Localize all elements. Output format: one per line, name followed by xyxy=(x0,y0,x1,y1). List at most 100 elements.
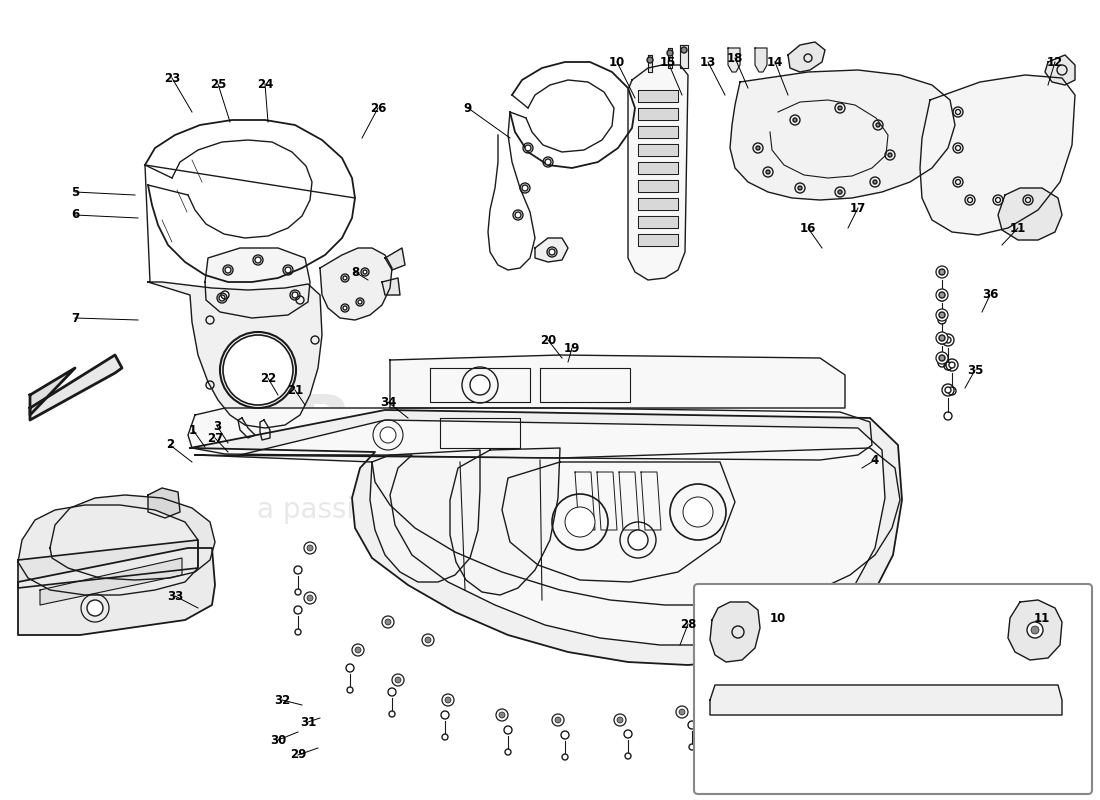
Circle shape xyxy=(939,292,945,298)
Text: 4: 4 xyxy=(871,454,879,466)
Polygon shape xyxy=(638,180,678,192)
Polygon shape xyxy=(188,408,872,460)
Circle shape xyxy=(343,276,346,280)
Text: 21: 21 xyxy=(287,383,304,397)
Polygon shape xyxy=(730,70,955,200)
Circle shape xyxy=(829,655,835,661)
Circle shape xyxy=(939,335,945,341)
Text: 33: 33 xyxy=(167,590,183,602)
Polygon shape xyxy=(30,355,122,420)
Polygon shape xyxy=(575,472,595,530)
Polygon shape xyxy=(390,355,845,408)
Circle shape xyxy=(949,362,955,368)
Circle shape xyxy=(838,190,842,194)
Circle shape xyxy=(785,679,791,685)
Text: 5: 5 xyxy=(70,186,79,198)
Circle shape xyxy=(735,697,741,703)
Circle shape xyxy=(219,295,225,301)
Polygon shape xyxy=(648,55,652,72)
Circle shape xyxy=(956,110,960,114)
Circle shape xyxy=(1025,198,1031,202)
Circle shape xyxy=(304,592,316,604)
Circle shape xyxy=(732,694,744,706)
Polygon shape xyxy=(50,495,215,580)
Circle shape xyxy=(939,355,945,361)
Circle shape xyxy=(945,387,952,393)
Polygon shape xyxy=(638,144,678,156)
Polygon shape xyxy=(638,198,678,210)
Text: 9: 9 xyxy=(464,102,472,114)
Circle shape xyxy=(87,600,103,616)
Circle shape xyxy=(470,375,490,395)
Polygon shape xyxy=(450,448,560,595)
Circle shape xyxy=(782,676,794,688)
Text: 25: 25 xyxy=(210,78,227,90)
Text: 1: 1 xyxy=(189,423,197,437)
Circle shape xyxy=(936,352,948,364)
Text: 14: 14 xyxy=(767,55,783,69)
Circle shape xyxy=(352,644,364,656)
Text: 8: 8 xyxy=(351,266,359,278)
Circle shape xyxy=(628,530,648,550)
Circle shape xyxy=(556,717,561,723)
Circle shape xyxy=(936,289,948,301)
Circle shape xyxy=(945,337,952,343)
FancyBboxPatch shape xyxy=(694,584,1092,794)
Polygon shape xyxy=(710,685,1062,715)
Circle shape xyxy=(1031,626,1040,634)
Polygon shape xyxy=(382,278,400,295)
Text: 30: 30 xyxy=(270,734,286,746)
Circle shape xyxy=(515,212,521,218)
Circle shape xyxy=(385,619,390,625)
Polygon shape xyxy=(370,450,480,582)
Polygon shape xyxy=(190,410,902,665)
Polygon shape xyxy=(148,488,180,518)
Circle shape xyxy=(826,652,838,664)
Text: 10: 10 xyxy=(770,611,786,625)
Text: 24: 24 xyxy=(256,78,273,90)
Circle shape xyxy=(968,198,972,202)
Text: 29: 29 xyxy=(289,749,306,762)
Polygon shape xyxy=(535,238,568,262)
Circle shape xyxy=(395,677,402,683)
Text: 11: 11 xyxy=(1034,611,1050,625)
Circle shape xyxy=(392,674,404,686)
Polygon shape xyxy=(638,162,678,174)
Circle shape xyxy=(873,180,877,184)
Circle shape xyxy=(549,249,556,255)
Circle shape xyxy=(679,709,685,715)
Polygon shape xyxy=(238,418,255,438)
Polygon shape xyxy=(638,234,678,246)
Text: 27: 27 xyxy=(207,431,223,445)
Polygon shape xyxy=(668,48,672,68)
Circle shape xyxy=(442,694,454,706)
Text: 18: 18 xyxy=(727,51,744,65)
Polygon shape xyxy=(1045,55,1075,85)
Circle shape xyxy=(220,332,296,408)
Text: 31: 31 xyxy=(300,715,316,729)
Circle shape xyxy=(379,427,396,443)
Polygon shape xyxy=(641,472,661,530)
Text: 20: 20 xyxy=(540,334,557,346)
Polygon shape xyxy=(710,602,760,662)
Circle shape xyxy=(667,50,673,56)
Circle shape xyxy=(838,106,842,110)
Circle shape xyxy=(936,332,948,344)
Circle shape xyxy=(223,335,293,405)
Circle shape xyxy=(956,179,960,185)
Circle shape xyxy=(766,170,770,174)
Polygon shape xyxy=(628,65,688,280)
Polygon shape xyxy=(728,48,740,72)
Circle shape xyxy=(358,300,362,304)
Polygon shape xyxy=(18,505,198,595)
Polygon shape xyxy=(502,462,735,582)
Text: 34: 34 xyxy=(379,395,396,409)
Polygon shape xyxy=(240,420,886,645)
Circle shape xyxy=(422,634,435,646)
Circle shape xyxy=(859,622,871,634)
Polygon shape xyxy=(638,108,678,120)
Polygon shape xyxy=(755,48,767,72)
Text: 11: 11 xyxy=(1010,222,1026,234)
Circle shape xyxy=(939,269,945,275)
Text: 6: 6 xyxy=(70,209,79,222)
